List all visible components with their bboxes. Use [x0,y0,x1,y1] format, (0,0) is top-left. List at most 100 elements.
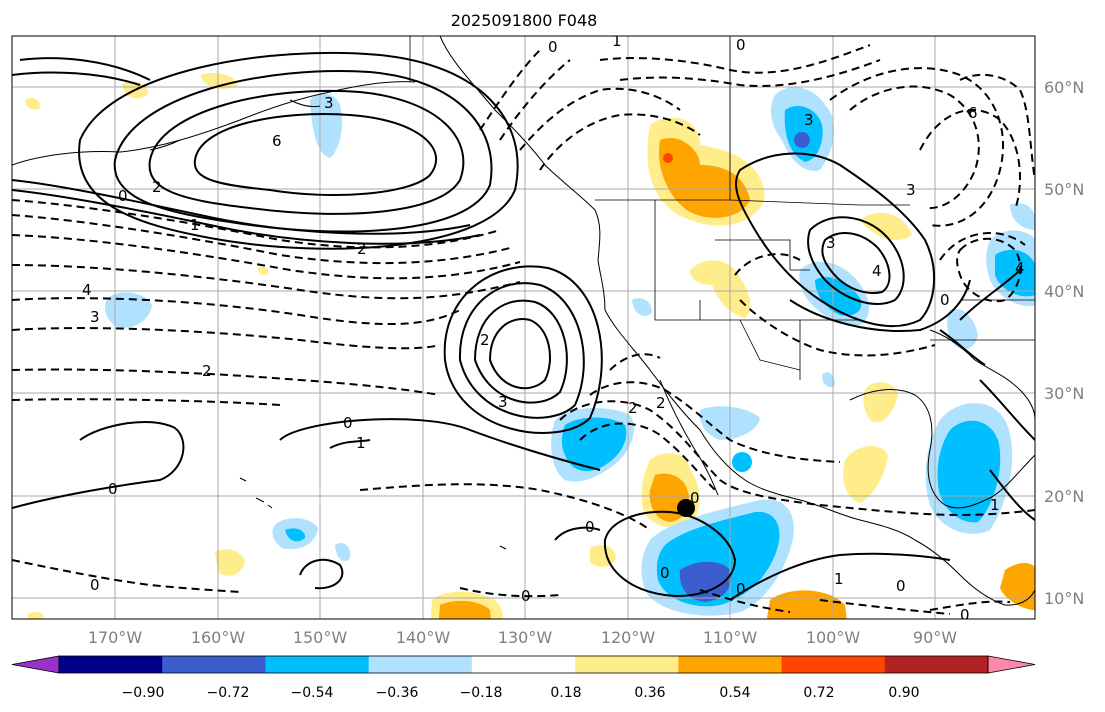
graticule [12,36,1035,619]
contour-label: 0 [118,187,128,205]
colorbar-segment [265,656,370,673]
contour-label: 0 [736,580,746,598]
contour-label: 3 [804,111,814,129]
colorbar-segment [781,656,886,673]
latitude-label: 30°N [1044,384,1084,403]
negative-anomaly-region [1010,203,1035,230]
colorbar-extend-low [11,655,60,674]
negative-anomaly-region [561,417,627,472]
negative-anomaly-region [679,561,732,602]
negative-anomaly-region [335,543,351,562]
negative-anomaly-region [794,132,810,148]
contour-label: 2 [480,331,490,349]
contour-label: 6 [272,132,282,150]
longitude-label: 100°W [806,628,861,647]
map-title: 2025091800 F048 [451,11,598,30]
positive-anomaly-region [659,138,750,218]
contour-label: 0 [660,564,670,582]
contour-label: 0 [108,480,118,498]
colorbar-segment [59,656,163,673]
location-marker [677,499,695,517]
map-frame [11,35,1036,620]
contour-label: 0 [521,587,531,605]
colorbar-frame [58,655,989,674]
longitude-label: 130°W [498,628,553,647]
colorbar-tick-label: 0.90 [888,685,919,701]
negative-anomaly-region [822,372,835,387]
colorbar-extend-high [987,655,1036,674]
contour-label: 3 [906,181,916,199]
negative-anomaly-region [104,292,152,328]
colorbar-labels: −0.90 −0.72 −0.54 −0.36 −0.18 0.18 0.36 … [122,685,920,701]
latitude-label: 40°N [1044,282,1084,301]
colorbar-tick-label: −0.90 [122,685,165,701]
positive-anomaly-region [843,445,888,503]
contour-label: 6 [968,104,978,122]
positive-anomaly-region [28,611,44,619]
colorbar-tick-label: 0.72 [803,685,834,701]
height-contours [12,44,1035,615]
longitude-label: 160°W [191,628,246,647]
contour-label: 2 [628,399,638,417]
longitude-label: 90°W [913,628,957,647]
contour-label: 2 [202,362,212,380]
positive-anomaly-region [438,600,491,619]
positive-anomaly-region [215,549,245,576]
map-area: 0 1 0 3 6 0 2 1 2 4 3 2 3 2 0 1 0 0 0 0 … [12,32,1035,624]
latitude-label: 10°N [1044,589,1084,608]
contour-label: 0 [896,577,906,595]
contour-label: 4 [1015,259,1025,277]
negative-anomaly-region [815,277,862,316]
contour-label: 0 [343,414,353,432]
contour-label: 1 [612,32,622,50]
colorbar-tick-label: 0.54 [719,685,750,701]
positive-anomaly-region [200,73,238,89]
contour-label: 0 [960,606,970,624]
contour-label: 0 [548,38,558,56]
contour-label: 1 [190,216,200,234]
colorbar [11,655,1036,674]
negative-anomaly-region [632,298,652,316]
latitude-label: 20°N [1044,487,1084,506]
negative-anomaly-region [937,420,1001,523]
contour-label: 1 [356,434,366,452]
contour-label: 0 [940,291,950,309]
colorbar-tick-label: −0.72 [207,685,250,701]
contour-label: 4 [872,262,882,280]
anomaly-shading [25,73,1035,619]
colorbar-segment [884,656,989,673]
colorbar-segment [162,656,266,673]
colorbar-tick-label: 0.36 [634,685,665,701]
colorbar-segment [575,656,679,673]
negative-anomaly-region [947,308,978,350]
negative-anomaly-region [995,249,1035,297]
colorbar-tick-label: −0.18 [460,685,503,701]
contour-label: 0 [736,36,746,54]
contour-label: 2 [152,178,162,196]
contour-label: 4 [82,281,92,299]
longitude-label: 170°W [88,628,143,647]
colorbar-tick-label: −0.36 [376,685,419,701]
contour-label: 2 [656,394,666,412]
colorbar-segment [368,656,473,673]
longitude-axis: 170°W 160°W 150°W 140°W 130°W 120°W 110°… [88,628,957,647]
positive-anomaly-region [25,97,41,110]
colorbar-tick-label: 0.18 [550,685,581,701]
contour-label: 3 [90,308,100,326]
contour-label: 3 [324,94,334,112]
contour-label: 1 [834,570,844,588]
positive-anomaly-region [663,153,673,163]
contour-label: 3 [826,234,836,252]
contour-label: 3 [498,393,508,411]
colorbar-segment [678,656,783,673]
contour-label: 2 [357,240,367,258]
latitude-label: 60°N [1044,78,1084,97]
latitude-axis: 60°N 50°N 40°N 30°N 20°N 10°N [1044,78,1084,608]
longitude-label: 120°W [601,628,656,647]
negative-anomaly-region [310,93,342,158]
latitude-label: 50°N [1044,180,1084,199]
contour-label: 1 [990,496,1000,514]
longitude-label: 110°W [703,628,758,647]
positive-anomaly-region [860,212,912,240]
